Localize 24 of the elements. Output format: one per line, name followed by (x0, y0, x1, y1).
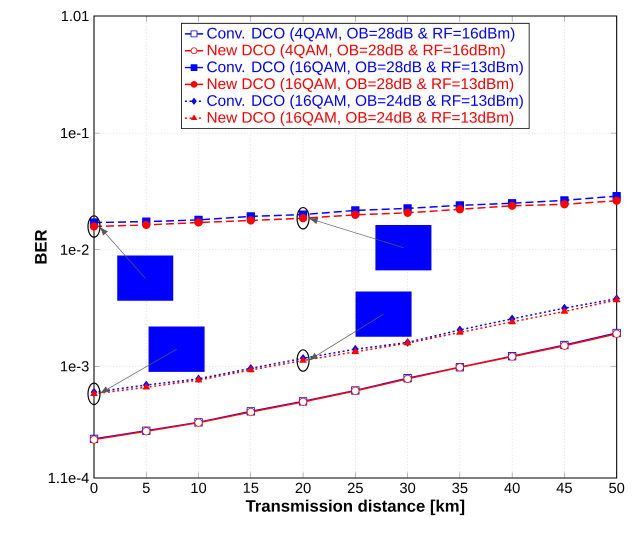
x-tick-label: 50 (609, 482, 624, 494)
y-tick-label: 1e-2 (61, 244, 89, 255)
y-tick-label: 1e-1 (61, 128, 89, 138)
x-tick-label: 5 (142, 482, 150, 493)
x-tick-label: 25 (348, 482, 363, 494)
y-tick-label: 1e-3 (61, 361, 89, 372)
legend-label: New DCO (4QAM, OB=28dB & RF=16dBm) (208, 44, 505, 58)
x-tick-label: 45 (556, 482, 572, 493)
x-tick-label: 20 (296, 482, 311, 494)
x-tick-label: 35 (452, 482, 468, 494)
x-tick-label: 15 (244, 482, 258, 493)
legend-label: Conv. DCO (16QAM, OB=28dB & RF=13dBm) (207, 61, 523, 76)
y-tick-label: 1.01 (62, 10, 89, 22)
x-axis-title: Transmission distance [km] (246, 500, 464, 516)
x-tick-label: 30 (400, 482, 416, 494)
y-axis-title: BER (35, 230, 47, 264)
x-tick-label: 10 (191, 482, 206, 494)
legend-label: Conv. DCO (4QAM, OB=28dB & RF=16dBm) (207, 27, 514, 42)
legend-label: New DCO (16QAM, OB=28dB & RF=13dBm) (208, 78, 514, 92)
legend-label: New DCO (16QAM, OB=24dB & RF=13dBm) (208, 112, 514, 126)
x-tick-label: 40 (504, 482, 520, 494)
legend-label: Conv. DCO (16QAM, OB=24dB & RF=13dBm) (207, 94, 523, 109)
y-tick-label: 1.1e-4 (48, 472, 89, 484)
x-tick-label: 0 (90, 482, 98, 494)
